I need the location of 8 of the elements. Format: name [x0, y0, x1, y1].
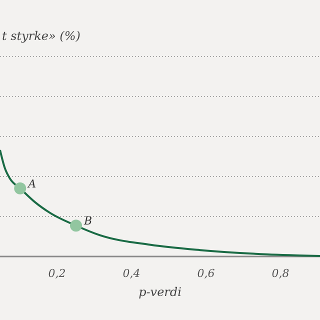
x-tick-label: 0,4	[122, 267, 140, 280]
text: t styrke» (%)	[2, 29, 81, 43]
x-tick-label: 0,6	[197, 267, 215, 280]
annotation: A	[27, 177, 36, 190]
x-axis-title: p-verdi	[138, 285, 182, 299]
x-tick-label: 0,8	[272, 267, 290, 280]
annotation: B	[82, 214, 92, 228]
x-tick-label: 0,2	[48, 267, 66, 280]
